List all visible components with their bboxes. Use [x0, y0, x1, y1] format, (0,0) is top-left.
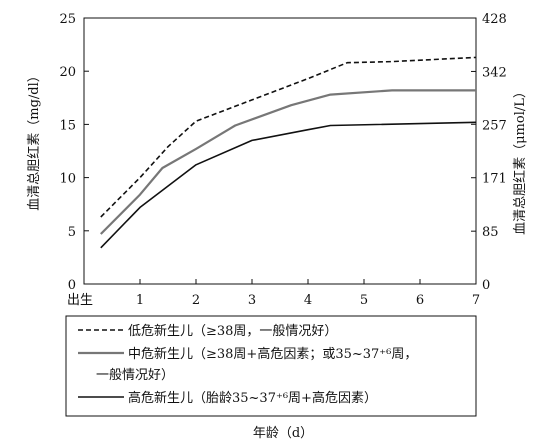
y-axis-title-left: 血清总胆红素（mg/dl）: [26, 69, 42, 211]
y-tick-label-left: 5: [68, 225, 76, 240]
x-tick-label: 7: [472, 293, 480, 308]
series-line-3: [100, 121, 477, 249]
plot-frame: [83, 17, 477, 285]
legend-items: 低危新生儿（≥38周，一般情况好） 中危新生儿（≥38周+高危因素；或35~37⁺…: [78, 323, 417, 406]
y-tick-label-right: 257: [482, 118, 507, 133]
x-tick-label: 4: [304, 293, 312, 308]
y-tick-label-right: 0: [482, 278, 490, 293]
x-tick-label: 出生: [67, 293, 93, 308]
y-tick-label-left: 0: [68, 278, 76, 293]
legend-box: [65, 315, 477, 417]
legend-label: 中危新生儿（≥38周+高危因素；或35~37⁺⁶周，: [128, 346, 417, 362]
y-tick-label-left: 15: [59, 118, 76, 133]
legend: 低危新生儿（≥38周，一般情况好） 中危新生儿（≥38周+高危因素；或35~37⁺…: [65, 315, 477, 417]
legend-label: 一般情况好）: [96, 367, 174, 383]
legend-label: 低危新生儿（≥38周，一般情况好）: [128, 323, 337, 339]
x-tick-label: 5: [360, 293, 368, 308]
y-tick-label-right: 342: [482, 65, 507, 80]
y-tick-label-left: 10: [59, 172, 76, 187]
series-group: [100, 56, 477, 249]
x-tick-label: 6: [416, 293, 424, 308]
x-tick-label: 1: [136, 293, 144, 308]
y-tick-label-right: 171: [482, 172, 507, 187]
y-tick-label-left: 25: [59, 12, 76, 27]
x-tick-label: 3: [248, 293, 256, 308]
y-tick-label-right: 428: [482, 12, 507, 27]
y-axis-title-right: 血清总胆红素（μmol/L）: [512, 85, 528, 235]
y-tick-label-left: 20: [59, 65, 76, 80]
y-tick-label-right: 85: [482, 225, 499, 240]
x-axis-title: 年龄（d）: [253, 426, 313, 441]
plot-area-border: [83, 17, 477, 285]
series-line-1: [100, 56, 477, 218]
x-tick-label: 2: [192, 293, 200, 308]
legend-label: 高危新生儿（胎龄35~37⁺⁶周+高危因素）: [128, 390, 377, 406]
series-line-2: [100, 89, 476, 235]
